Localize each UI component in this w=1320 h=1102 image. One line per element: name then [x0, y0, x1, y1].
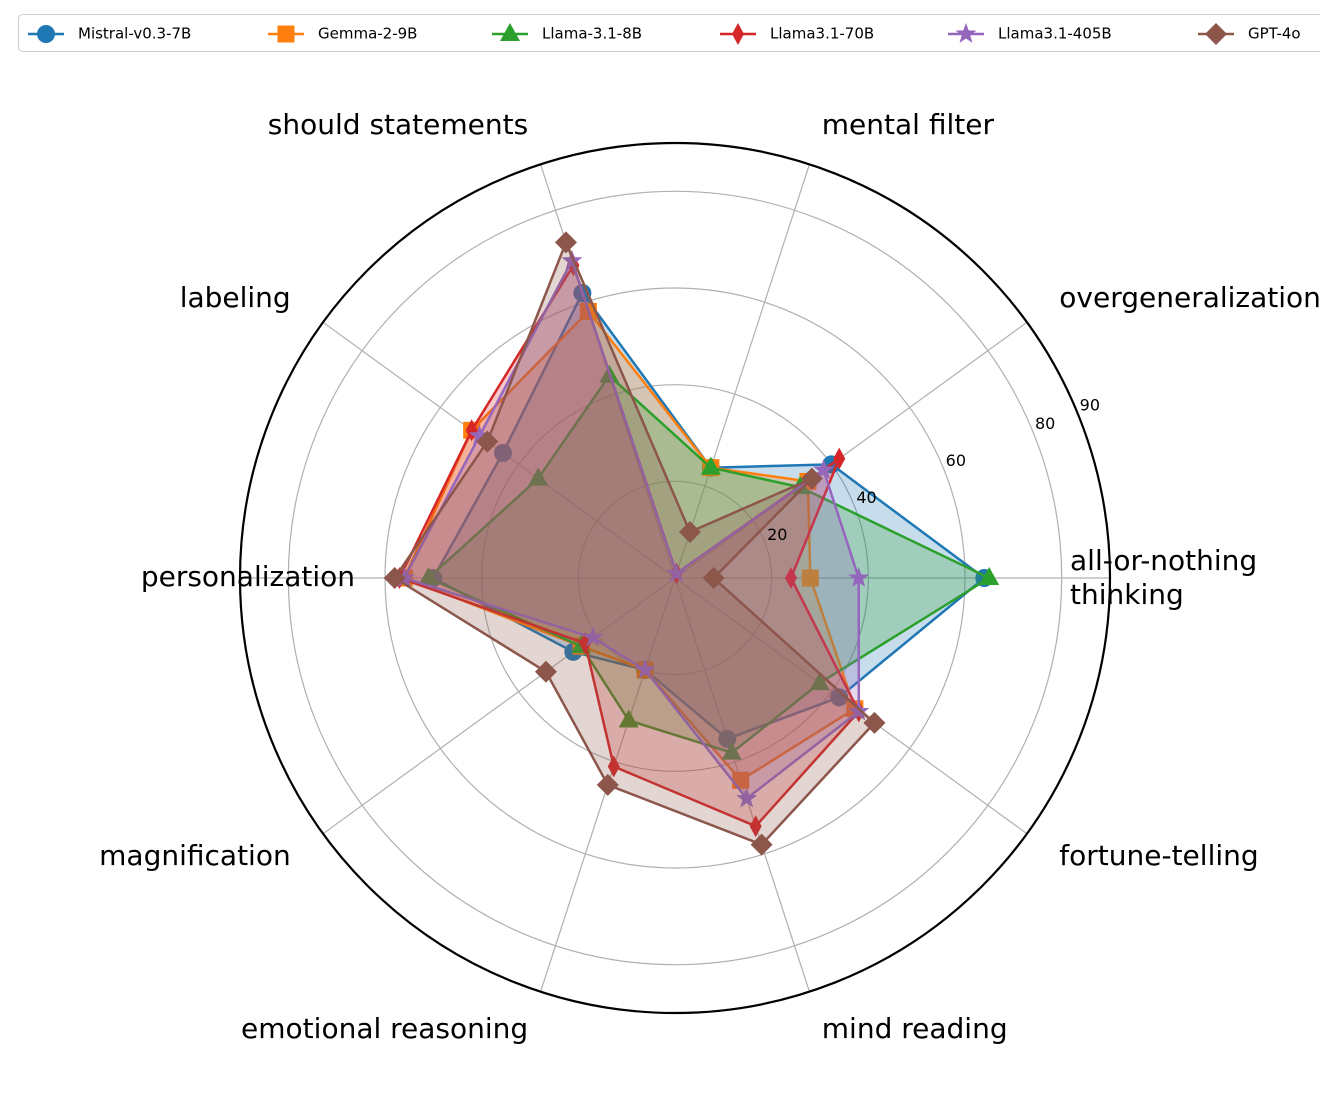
data-point	[666, 562, 687, 583]
data-point	[618, 709, 639, 728]
legend-marker	[37, 25, 55, 43]
data-point	[383, 567, 406, 589]
series-area	[428, 375, 990, 753]
legend-label: Mistral-v0.3-7B	[78, 25, 191, 43]
data-point	[700, 456, 721, 475]
tick-label: 40	[856, 488, 876, 507]
data-point	[785, 567, 797, 589]
data-point	[750, 833, 773, 856]
tick-label: 80	[1035, 414, 1055, 433]
data-point	[721, 741, 742, 760]
series-area	[394, 242, 875, 845]
legend-label: GPT-4o	[1248, 25, 1301, 43]
category-label: personalization	[141, 560, 355, 593]
data-point	[833, 447, 846, 470]
tick-label: 90	[1080, 396, 1100, 415]
data-point	[800, 467, 823, 490]
data-point	[749, 815, 762, 838]
series-layer	[383, 231, 1000, 856]
grid-spoke	[322, 577, 676, 835]
data-point	[561, 249, 583, 270]
series-area	[404, 260, 859, 799]
series-area	[433, 293, 985, 739]
tick-label: 20	[767, 525, 787, 544]
data-point	[469, 424, 490, 445]
legend-label: Llama3.1-70B	[770, 25, 874, 43]
legend-label: Llama-3.1-8B	[542, 25, 642, 43]
data-point	[848, 567, 870, 587]
series-area	[404, 311, 855, 781]
category-label: magnification	[99, 839, 291, 872]
data-point	[801, 569, 819, 587]
tick-label: 60	[946, 451, 966, 470]
data-point	[678, 521, 701, 544]
data-point	[582, 626, 604, 647]
data-point	[830, 688, 849, 707]
legend-marker	[1205, 23, 1227, 45]
legend-marker	[955, 23, 977, 43]
series-Llama-3.1-8B	[418, 364, 1000, 760]
data-point	[702, 567, 725, 589]
legend-marker	[500, 23, 520, 41]
data-point	[534, 660, 557, 683]
legend-label: Llama3.1-405B	[998, 25, 1112, 43]
category-label: all-or-nothing thinking	[1070, 544, 1257, 611]
legend-item: Llama3.1-405B	[948, 23, 1112, 43]
legend-box	[18, 14, 1320, 52]
data-point	[634, 658, 656, 679]
legend-item: GPT-4o	[1198, 23, 1301, 45]
category-label: mental filter	[822, 108, 995, 141]
legend-item: Llama-3.1-8B	[492, 23, 642, 43]
data-point	[863, 711, 886, 734]
legend-item: Mistral-v0.3-7B	[28, 25, 191, 43]
category-label: overgeneralization	[1059, 281, 1320, 314]
data-point	[493, 443, 512, 462]
grid-spoke	[674, 164, 810, 579]
data-point	[418, 567, 439, 585]
grid-spoke	[674, 321, 1028, 579]
data-point	[476, 430, 499, 453]
category-label: emotional reasoning	[241, 1012, 528, 1045]
category-label: labeling	[180, 281, 291, 314]
data-point	[809, 672, 830, 691]
label-layer: 20 40 60 80 90 all-or-nothing thinking overgene…	[99, 108, 1320, 1045]
data-point	[607, 755, 620, 778]
series-area	[399, 265, 859, 827]
series-GPT-4o	[383, 231, 886, 856]
category-label: should statements	[268, 108, 528, 141]
legend-marker	[732, 23, 744, 45]
legend-label: Gemma-2-9B	[318, 25, 417, 43]
data-point	[736, 787, 758, 808]
legend-marker	[277, 25, 295, 43]
legend-layer: Mistral-v0.3-7B Gemma-2-9B Llama-3.1-8B Lla…	[28, 23, 1301, 45]
data-point	[979, 567, 1000, 585]
outer-frame	[238, 141, 1112, 1015]
legend-item: Llama3.1-70B	[720, 23, 874, 45]
data-point	[813, 459, 835, 479]
category-label: fortune-telling	[1059, 839, 1258, 872]
category-label: mind reading	[822, 1012, 1008, 1045]
data-point	[596, 773, 619, 796]
data-point	[528, 467, 549, 486]
legend-item: Gemma-2-9B	[268, 25, 417, 43]
data-point	[554, 231, 577, 254]
